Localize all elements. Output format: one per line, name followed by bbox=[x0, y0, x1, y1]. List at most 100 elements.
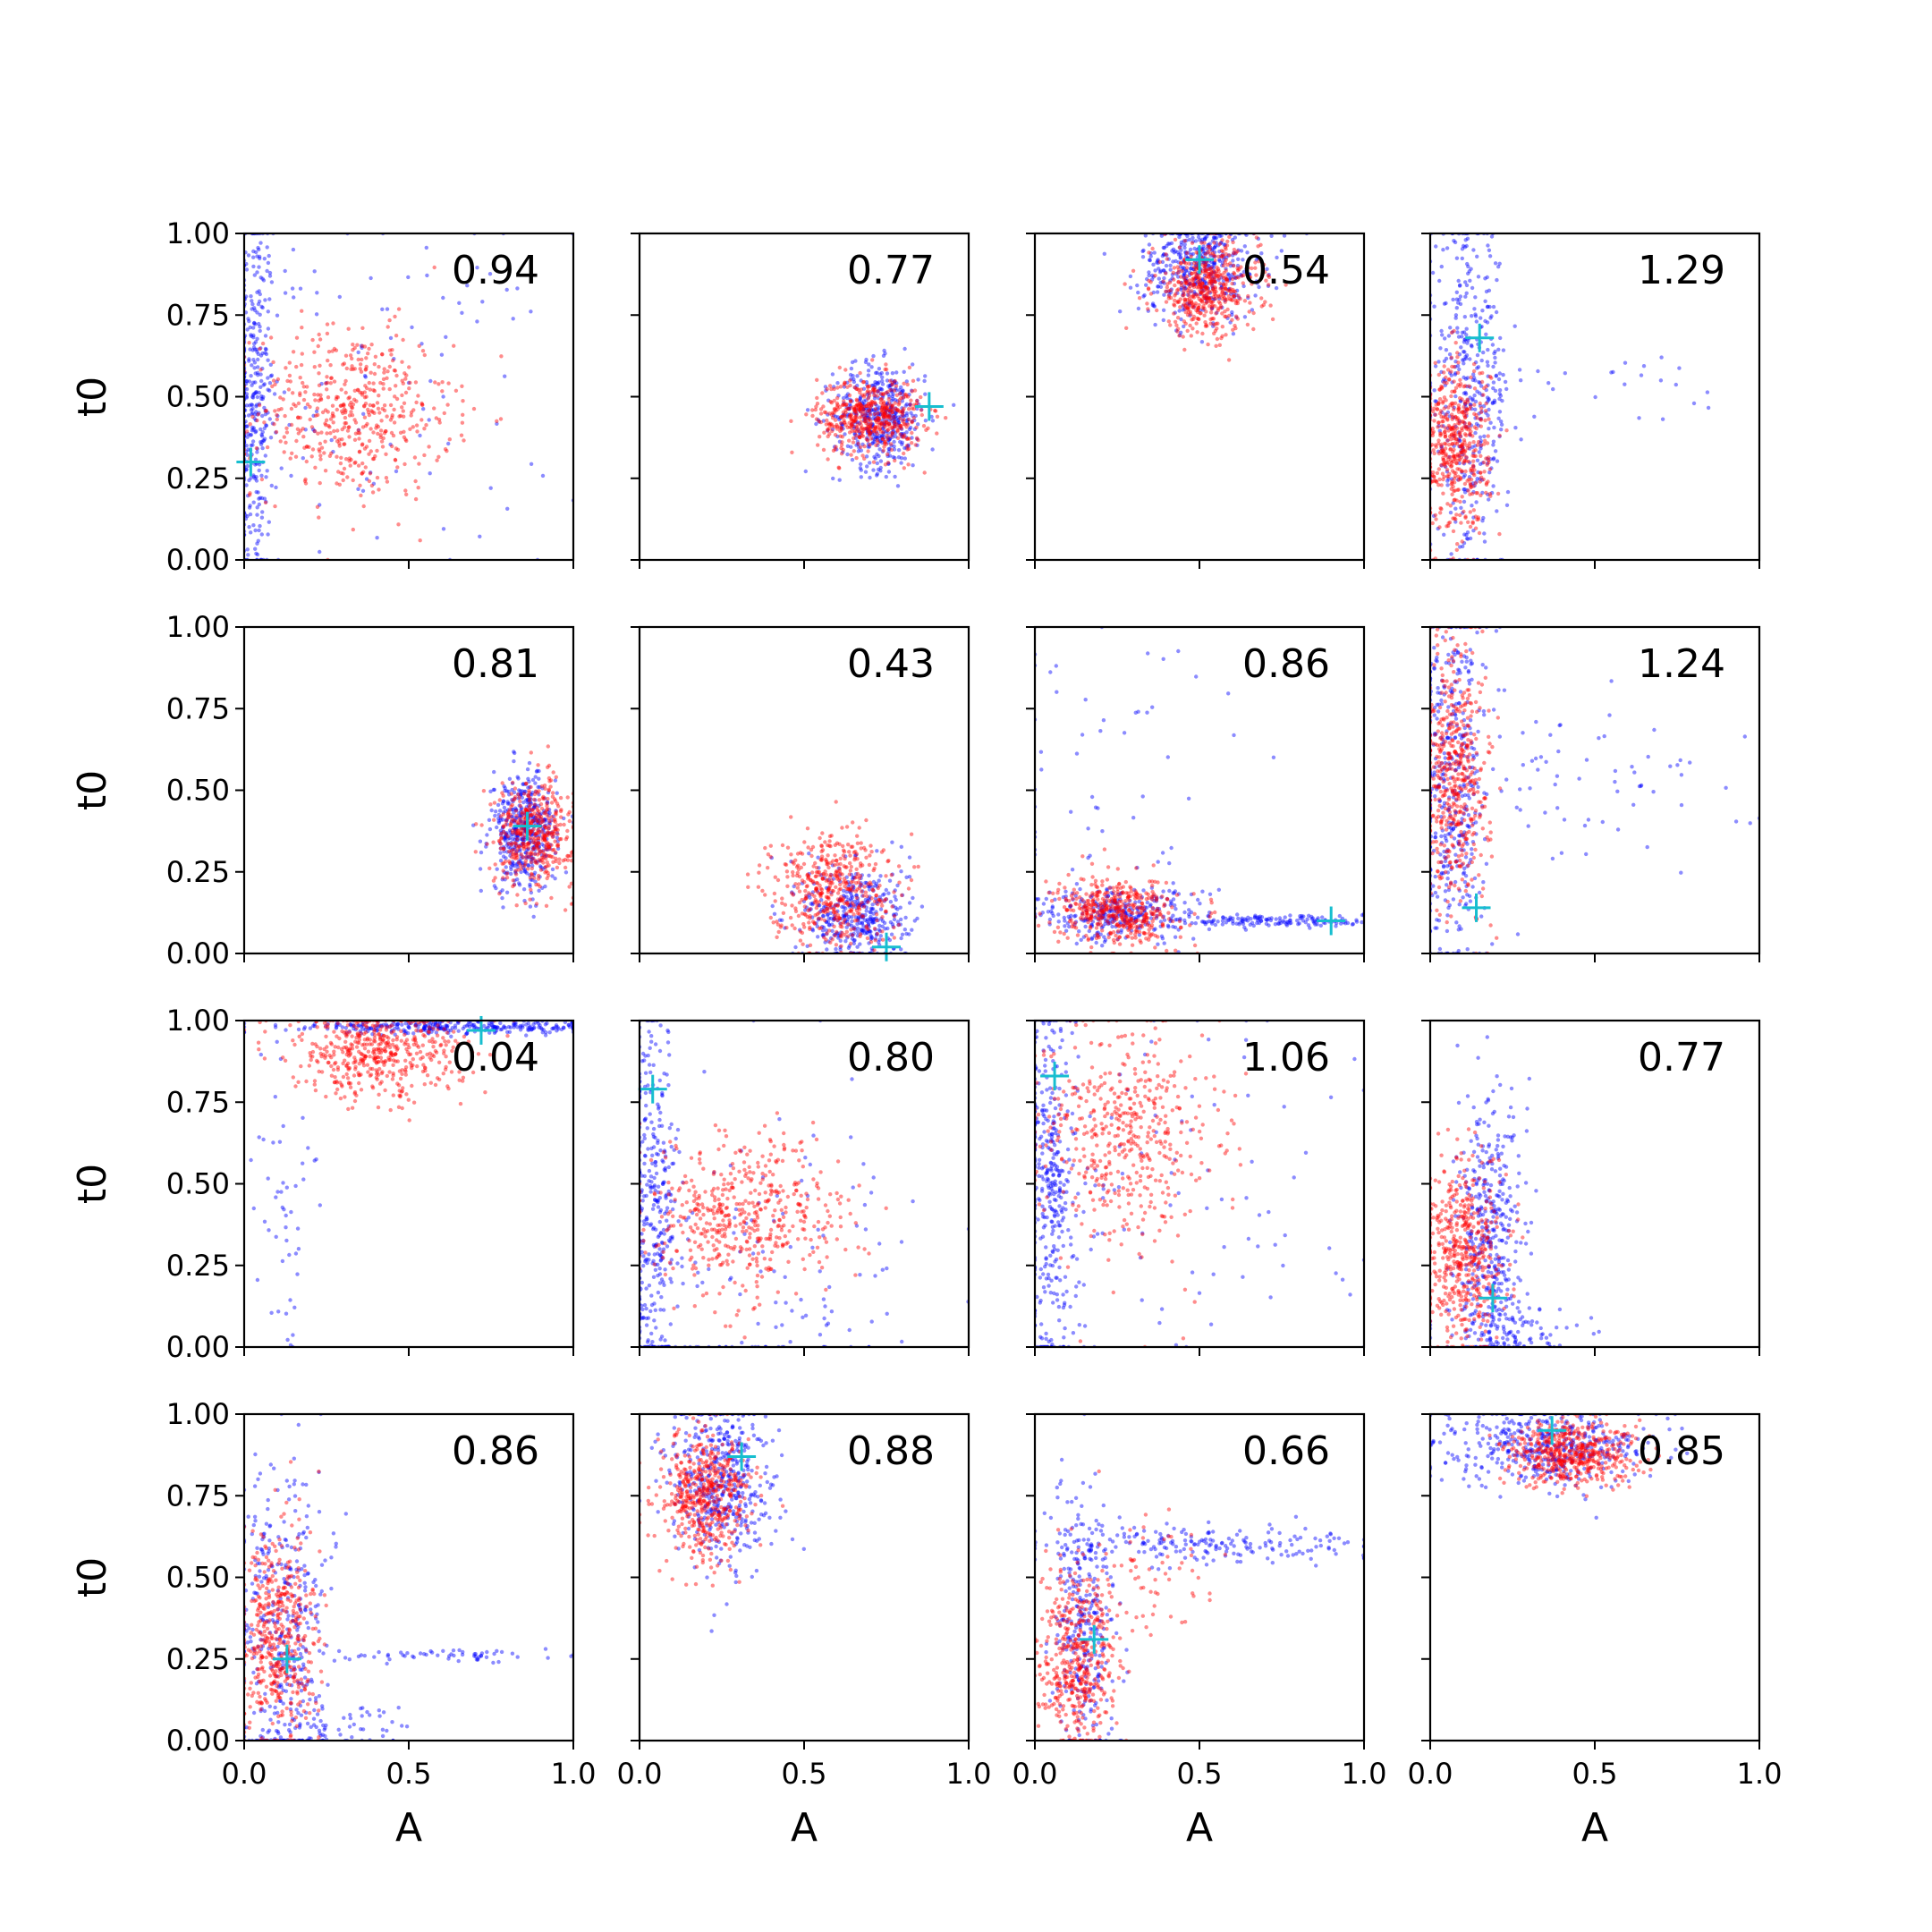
scatter-point bbox=[1182, 324, 1186, 329]
scatter-point bbox=[1465, 376, 1470, 380]
scatter-point bbox=[1160, 253, 1165, 258]
scatter-point bbox=[273, 504, 277, 509]
scatter-point bbox=[1212, 290, 1217, 294]
scatter-point bbox=[271, 378, 276, 383]
scatter-point bbox=[249, 433, 254, 437]
scatter-point bbox=[1453, 474, 1458, 479]
scatter-point bbox=[525, 801, 530, 805]
scatter-point bbox=[1487, 407, 1491, 412]
scatter-point bbox=[1211, 295, 1216, 300]
scatter-point bbox=[808, 895, 812, 900]
scatter-point bbox=[406, 275, 411, 280]
scatter-point bbox=[1223, 300, 1228, 304]
scatter-point bbox=[529, 462, 534, 466]
scatter-point bbox=[896, 922, 901, 928]
scatter-point bbox=[406, 380, 411, 386]
scatter-point bbox=[521, 791, 526, 796]
scatter-point bbox=[501, 869, 505, 873]
scatter-point bbox=[284, 430, 290, 435]
y-tick-label: 0.75 bbox=[166, 298, 230, 332]
scatter-point bbox=[535, 808, 540, 812]
scatter-point bbox=[1462, 425, 1467, 429]
scatter-point bbox=[804, 894, 809, 899]
scatter-point bbox=[1220, 260, 1225, 265]
scatter-point bbox=[528, 832, 533, 837]
scatter-point bbox=[1242, 299, 1248, 303]
scatter-point bbox=[911, 895, 915, 901]
scatter-point bbox=[1224, 275, 1228, 279]
scatter-point bbox=[546, 870, 550, 876]
scatter-point bbox=[515, 855, 520, 860]
scatter-point bbox=[530, 819, 536, 824]
scatter-point bbox=[864, 436, 869, 442]
scatter-point bbox=[889, 413, 894, 418]
scatter-point bbox=[848, 887, 853, 893]
scatter-point bbox=[444, 335, 448, 339]
scatter-point bbox=[535, 819, 540, 825]
scatter-point bbox=[316, 431, 320, 436]
scatter-point bbox=[854, 409, 859, 413]
scatter-point bbox=[1471, 369, 1477, 374]
scatter-point bbox=[541, 826, 546, 831]
scatter-point bbox=[1454, 461, 1459, 466]
scatter-point bbox=[261, 438, 267, 443]
scatter-point bbox=[1486, 479, 1490, 484]
scatter-point bbox=[248, 347, 252, 352]
scatter-point bbox=[1206, 242, 1210, 248]
scatter-point bbox=[1443, 441, 1447, 445]
scatter-point bbox=[1219, 283, 1224, 287]
scatter-point bbox=[294, 364, 299, 369]
scatter-point bbox=[881, 412, 886, 417]
scatter-point bbox=[873, 387, 877, 392]
scatter-point bbox=[826, 428, 830, 433]
scatter-point bbox=[301, 435, 306, 439]
scatter-point bbox=[888, 410, 893, 414]
scatter-point bbox=[1227, 278, 1232, 283]
scatter-point bbox=[501, 824, 505, 828]
scatter-point bbox=[1439, 386, 1444, 391]
scatter-point bbox=[1175, 316, 1181, 320]
scatter-point bbox=[1450, 389, 1454, 394]
scatter-point bbox=[1179, 260, 1183, 265]
scatter-point bbox=[1453, 389, 1457, 394]
scatter-point bbox=[500, 877, 504, 882]
scatter-point bbox=[283, 291, 288, 295]
scatter-point bbox=[347, 456, 352, 461]
scatter-point bbox=[395, 465, 400, 470]
scatter-point bbox=[1461, 544, 1465, 549]
scatter-point bbox=[354, 399, 359, 403]
scatter-point bbox=[1193, 263, 1199, 267]
scatter-point bbox=[366, 410, 371, 415]
scatter-point bbox=[1457, 421, 1462, 426]
scatter-point bbox=[542, 831, 547, 835]
scatter-point bbox=[543, 826, 547, 830]
scatter-point bbox=[835, 401, 840, 406]
scatter-point bbox=[880, 893, 886, 897]
scatter-point bbox=[1475, 477, 1479, 481]
scatter-point bbox=[872, 385, 877, 390]
scatter-point bbox=[1212, 262, 1216, 267]
scatter-point bbox=[377, 487, 381, 492]
scatter-point bbox=[883, 406, 887, 411]
scatter-point bbox=[1206, 342, 1210, 347]
scatter-point bbox=[1470, 463, 1476, 468]
scatter-point bbox=[520, 811, 524, 817]
scatter-point bbox=[265, 245, 269, 250]
scatter-point bbox=[889, 447, 894, 453]
scatter-point bbox=[789, 419, 793, 423]
scatter-point bbox=[360, 326, 365, 330]
scatter-point bbox=[865, 428, 869, 433]
scatter-point bbox=[1436, 451, 1442, 456]
scatter-point bbox=[864, 403, 869, 409]
scatter-point bbox=[887, 407, 892, 412]
scatter-point bbox=[1210, 264, 1215, 269]
scatter-point bbox=[1464, 532, 1469, 538]
scatter-point bbox=[489, 808, 494, 813]
scatter-point bbox=[1477, 380, 1481, 385]
scatter-point bbox=[890, 419, 894, 423]
scatter-point bbox=[1497, 371, 1503, 376]
scatter-point bbox=[884, 411, 888, 415]
scatter-point bbox=[1472, 468, 1477, 472]
scatter-point bbox=[319, 445, 325, 450]
scatter-point bbox=[1178, 251, 1182, 257]
